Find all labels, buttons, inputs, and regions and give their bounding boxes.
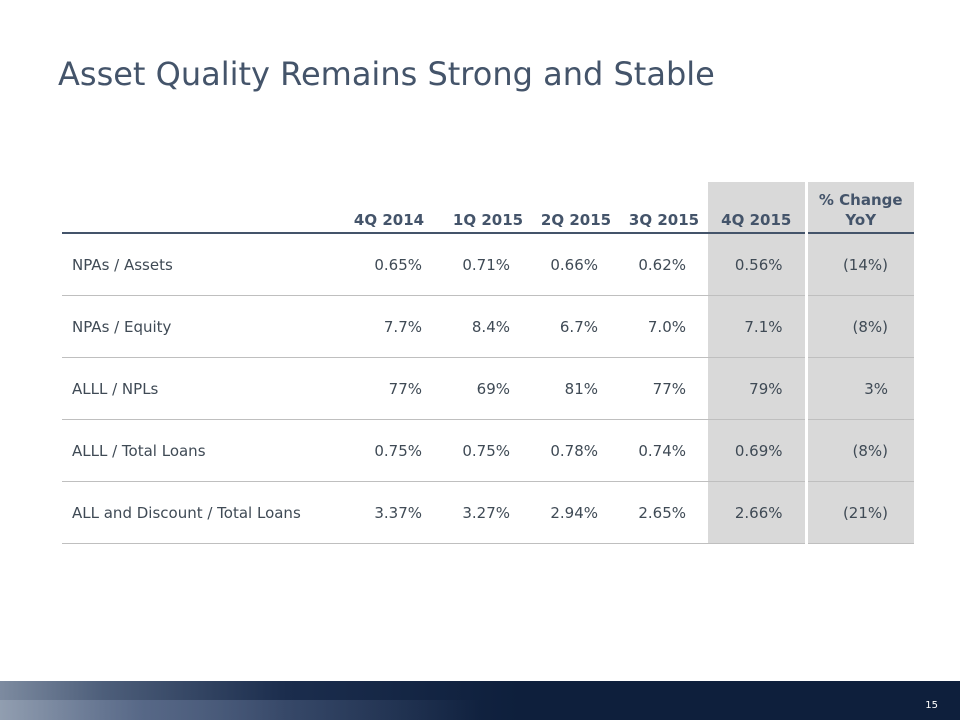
table-row: NPAs / Equity 7.7% 8.4% 6.7% 7.0% 7.1% (… xyxy=(62,295,914,358)
row-label: ALL and Discount / Total Loans xyxy=(62,481,334,544)
cell-2q-2015: 0.78% xyxy=(532,419,620,482)
row-label: ALLL / NPLs xyxy=(62,357,334,420)
header-1q-2015: 1Q 2015 xyxy=(444,182,532,234)
cell-4q-2014: 77% xyxy=(334,357,444,420)
header-metric xyxy=(62,182,334,234)
cell-change-yoy: (14%) xyxy=(804,233,914,296)
cell-4q-2015: 2.66% xyxy=(708,481,806,544)
asset-quality-table-container: 4Q 2014 1Q 2015 2Q 2015 3Q 2015 4Q 2015 … xyxy=(62,182,914,544)
cell-1q-2015: 0.75% xyxy=(444,419,532,482)
cell-3q-2015: 2.65% xyxy=(620,481,708,544)
row-label: NPAs / Assets xyxy=(62,233,334,296)
header-3q-2015: 3Q 2015 xyxy=(620,182,708,234)
table-row: ALLL / NPLs 77% 69% 81% 77% 79% 3% xyxy=(62,357,914,420)
header-2q-2015: 2Q 2015 xyxy=(532,182,620,234)
cell-1q-2015: 69% xyxy=(444,357,532,420)
page-number: 15 xyxy=(925,700,938,711)
cell-4q-2014: 0.65% xyxy=(334,233,444,296)
header-4q-2015: 4Q 2015 xyxy=(708,182,806,234)
cell-change-yoy: (8%) xyxy=(804,419,914,482)
cell-2q-2015: 2.94% xyxy=(532,481,620,544)
table-row: ALL and Discount / Total Loans 3.37% 3.2… xyxy=(62,481,914,544)
cell-4q-2014: 3.37% xyxy=(334,481,444,544)
cell-4q-2015: 7.1% xyxy=(708,295,806,358)
cell-3q-2015: 0.62% xyxy=(620,233,708,296)
cell-1q-2015: 0.71% xyxy=(444,233,532,296)
asset-quality-table: 4Q 2014 1Q 2015 2Q 2015 3Q 2015 4Q 2015 … xyxy=(62,182,914,544)
cell-3q-2015: 0.74% xyxy=(620,419,708,482)
table-row: NPAs / Assets 0.65% 0.71% 0.66% 0.62% 0.… xyxy=(62,233,914,296)
cell-change-yoy: 3% xyxy=(804,357,914,420)
header-4q-2014: 4Q 2014 xyxy=(334,182,444,234)
cell-4q-2014: 0.75% xyxy=(334,419,444,482)
cell-change-yoy: (8%) xyxy=(804,295,914,358)
header-change-yoy: % Change YoY xyxy=(804,182,914,234)
row-label: ALLL / Total Loans xyxy=(62,419,334,482)
cell-4q-2015: 79% xyxy=(708,357,806,420)
cell-2q-2015: 81% xyxy=(532,357,620,420)
table-header-row: 4Q 2014 1Q 2015 2Q 2015 3Q 2015 4Q 2015 … xyxy=(62,182,914,234)
cell-change-yoy: (21%) xyxy=(804,481,914,544)
row-label: NPAs / Equity xyxy=(62,295,334,358)
footer-accent-highlight xyxy=(0,700,480,720)
cell-1q-2015: 8.4% xyxy=(444,295,532,358)
cell-3q-2015: 77% xyxy=(620,357,708,420)
page-title: Asset Quality Remains Strong and Stable xyxy=(58,55,715,93)
cell-4q-2014: 7.7% xyxy=(334,295,444,358)
cell-4q-2015: 0.69% xyxy=(708,419,806,482)
table-row: ALLL / Total Loans 0.75% 0.75% 0.78% 0.7… xyxy=(62,419,914,482)
cell-4q-2015: 0.56% xyxy=(708,233,806,296)
cell-1q-2015: 3.27% xyxy=(444,481,532,544)
cell-2q-2015: 6.7% xyxy=(532,295,620,358)
cell-2q-2015: 0.66% xyxy=(532,233,620,296)
cell-3q-2015: 7.0% xyxy=(620,295,708,358)
